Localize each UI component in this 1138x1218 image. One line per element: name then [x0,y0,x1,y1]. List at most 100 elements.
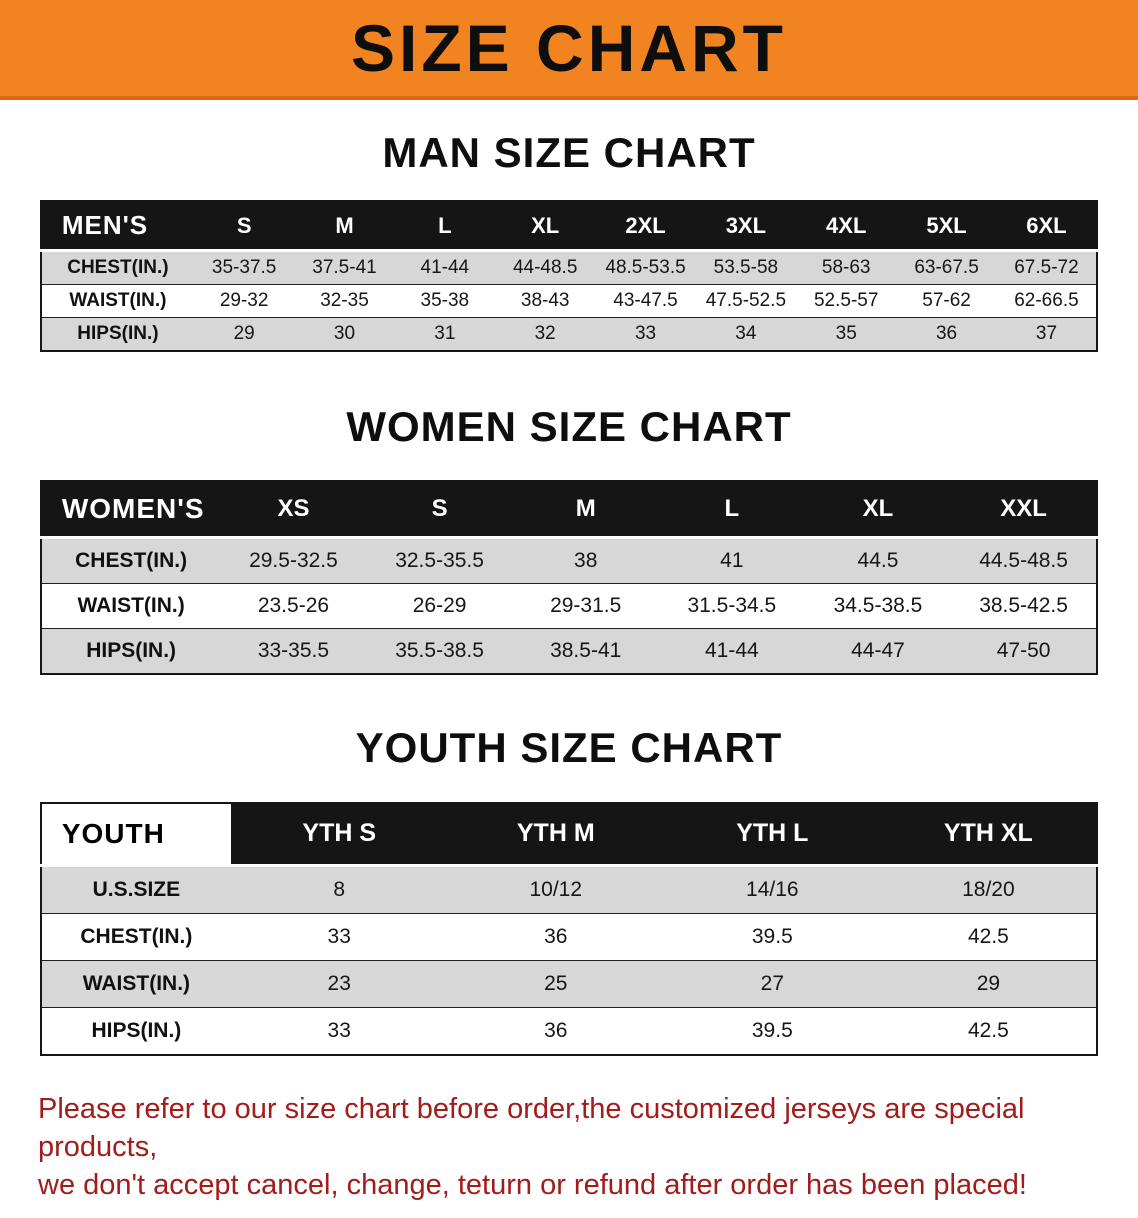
size-column-header: YTH L [664,802,881,867]
size-value-cell: 27 [760,971,784,995]
size-value-cell: 43-47.5 [613,290,678,312]
size-column-header: S [193,201,295,253]
size-value-cell: 44.5 [857,549,899,573]
size-value-cell: 36 [544,924,568,948]
youth-size-section: YOUTH SIZE CHART YOUTH YTH S YTH M YTH L YTH… [0,725,1138,1056]
size-table-header-row: WOMEN'S XS S M L XL XXL [40,481,1098,540]
size-table-header-row: YOUTH YTH S YTH M YTH L YTH XL [40,802,1098,867]
women-size-table: WOMEN'S XS S M L XL XXL CHEST(IN.) 29.5-32.5 32.5… [39,480,1099,676]
size-value-cell: 38.5-41 [550,639,622,663]
size-value-cell: 58-63 [821,257,871,279]
size-column-header: YTH XL [880,802,1098,867]
men-size-table: MEN'S S M L XL 2XL 3XL 4XL 5XL 6XL CHEST(IN.) 35-37… [39,200,1099,353]
size-value-cell: 32-35 [320,290,369,312]
measurement-row-label: HIPS(IN.) [77,323,159,345]
size-value-cell: 32.5-35.5 [395,549,484,573]
size-table-row: HIPS(IN.) 33-35.5 35.5-38.5 38.5-41 41-44 44-… [40,628,1098,675]
size-column-header: M [294,201,395,253]
size-value-cell: 10/12 [529,877,583,901]
size-value-cell: 32 [534,323,556,345]
size-value-cell: 29 [976,971,1001,995]
size-table-row: WAIST(IN.) 23 25 27 29 [40,960,1098,1008]
size-value-cell: 29 [233,323,255,345]
size-column-header: 4XL [796,201,897,253]
size-table-row: WAIST(IN.) 29-32 32-35 35-38 38-43 43-47.5 47.… [40,284,1098,318]
size-table-row: WAIST(IN.) 23.5-26 26-29 29-31.5 31.5-34.5 34… [40,583,1098,629]
size-value-cell: 25 [544,971,568,995]
size-table-header-row: MEN'S S M L XL 2XL 3XL 4XL 5XL 6XL [40,201,1098,253]
size-value-cell: 30 [333,323,356,345]
size-value-cell: 42.5 [967,1018,1009,1042]
size-column-header: 3XL [695,201,797,253]
size-value-cell: 47.5-52.5 [705,290,787,312]
disclaimer-line-2: we don't accept cancel, change, teturn o… [38,1169,1027,1202]
size-value-cell: 34 [735,323,757,345]
size-column-header: S [366,481,513,540]
size-value-cell: 26-29 [412,594,467,618]
size-value-cell: 37.5-41 [312,257,377,279]
table-category-label: WOMEN'S [40,481,221,540]
youth-size-table: YOUTH YTH S YTH M YTH L YTH XL U.S.SIZE 8 10/12… [39,801,1099,1056]
size-value-cell: 42.5 [967,924,1009,948]
measurement-row-label: CHEST(IN.) [80,924,193,948]
women-size-section: WOMEN SIZE CHART WOMEN'S XS S M L XL XXL CHEST(… [0,403,1138,676]
measurement-row-label: WAIST(IN.) [82,971,191,995]
men-section-heading: MAN SIZE CHART [382,129,756,176]
size-value-cell: 62-66.5 [1014,290,1079,312]
size-value-cell: 23.5-26 [257,594,330,618]
size-value-cell: 53.5-58 [713,257,779,279]
size-column-header: XL [495,201,596,253]
size-value-cell: 14/16 [746,877,799,901]
size-value-cell: 36 [544,1018,568,1042]
size-value-cell: 29-31.5 [550,594,622,618]
size-value-cell: 29.5-32.5 [249,549,338,573]
size-table-row: CHEST(IN.) 33 36 39.5 42.5 [40,913,1098,961]
size-value-cell: 57-62 [922,290,971,312]
size-value-cell: 33 [634,323,657,345]
size-value-cell: 38 [574,549,598,573]
measurement-row-label: WAIST(IN.) [69,290,167,312]
size-value-cell: 67.5-72 [1014,257,1079,279]
size-value-cell: 31.5-34.5 [687,594,777,618]
size-column-header: XXL [951,481,1098,540]
size-table-row: CHEST(IN.) 29.5-32.5 32.5-35.5 38 41 44.5 44.5… [40,537,1098,584]
measurement-row-label: U.S.SIZE [92,877,181,901]
size-chart-banner: SIZE CHART [0,0,1138,100]
size-value-cell: 35-38 [420,290,470,312]
size-value-cell: 31 [434,323,456,345]
women-section-heading: WOMEN SIZE CHART [346,403,792,451]
size-column-header: L [394,201,496,253]
size-value-cell: 41 [720,549,744,573]
size-value-cell: 33-35.5 [257,639,330,663]
size-value-cell: 44.5-48.5 [979,549,1068,573]
table-category-label: YOUTH [40,802,231,867]
size-value-cell: 44-47 [851,639,905,663]
size-value-cell: 35.5-38.5 [395,639,484,663]
size-column-header: YTH S [230,802,448,867]
men-size-section: MAN SIZE CHART MEN'S S M L XL 2XL 3XL 4XL 5XL 6XL… [0,129,1138,353]
size-value-cell: 47-50 [996,639,1051,663]
size-column-header: L [658,481,805,540]
size-column-header: 2XL [595,201,696,253]
measurement-row-label: CHEST(IN.) [67,257,169,279]
size-table-row: CHEST(IN.) 35-37.5 37.5-41 41-44 44-48.5 48.5… [40,250,1098,285]
measurement-row-label: HIPS(IN.) [86,639,177,663]
size-column-header: 5XL [896,201,997,253]
size-value-cell: 35-37.5 [211,257,277,279]
size-value-cell: 44-48.5 [512,257,578,279]
table-category-label: MEN'S [40,201,194,253]
disclaimer-line-1: Please refer to our size chart before or… [38,1092,1025,1163]
size-value-cell: 34.5-38.5 [833,594,923,618]
size-column-header: 6XL [996,201,1098,253]
size-value-cell: 35 [835,323,857,345]
size-value-cell: 41-44 [704,639,759,663]
size-value-cell: 23 [327,971,351,995]
measurement-row-label: WAIST(IN.) [77,594,185,618]
size-value-cell: 38.5-42.5 [979,594,1068,618]
size-table-row: HIPS(IN.) 29 30 31 32 33 34 35 36 37 [40,317,1098,352]
size-value-cell: 39.5 [751,1018,793,1042]
measurement-row-label: CHEST(IN.) [75,549,188,573]
size-column-header: YTH M [447,802,665,867]
measurement-row-label: HIPS(IN.) [91,1018,182,1042]
